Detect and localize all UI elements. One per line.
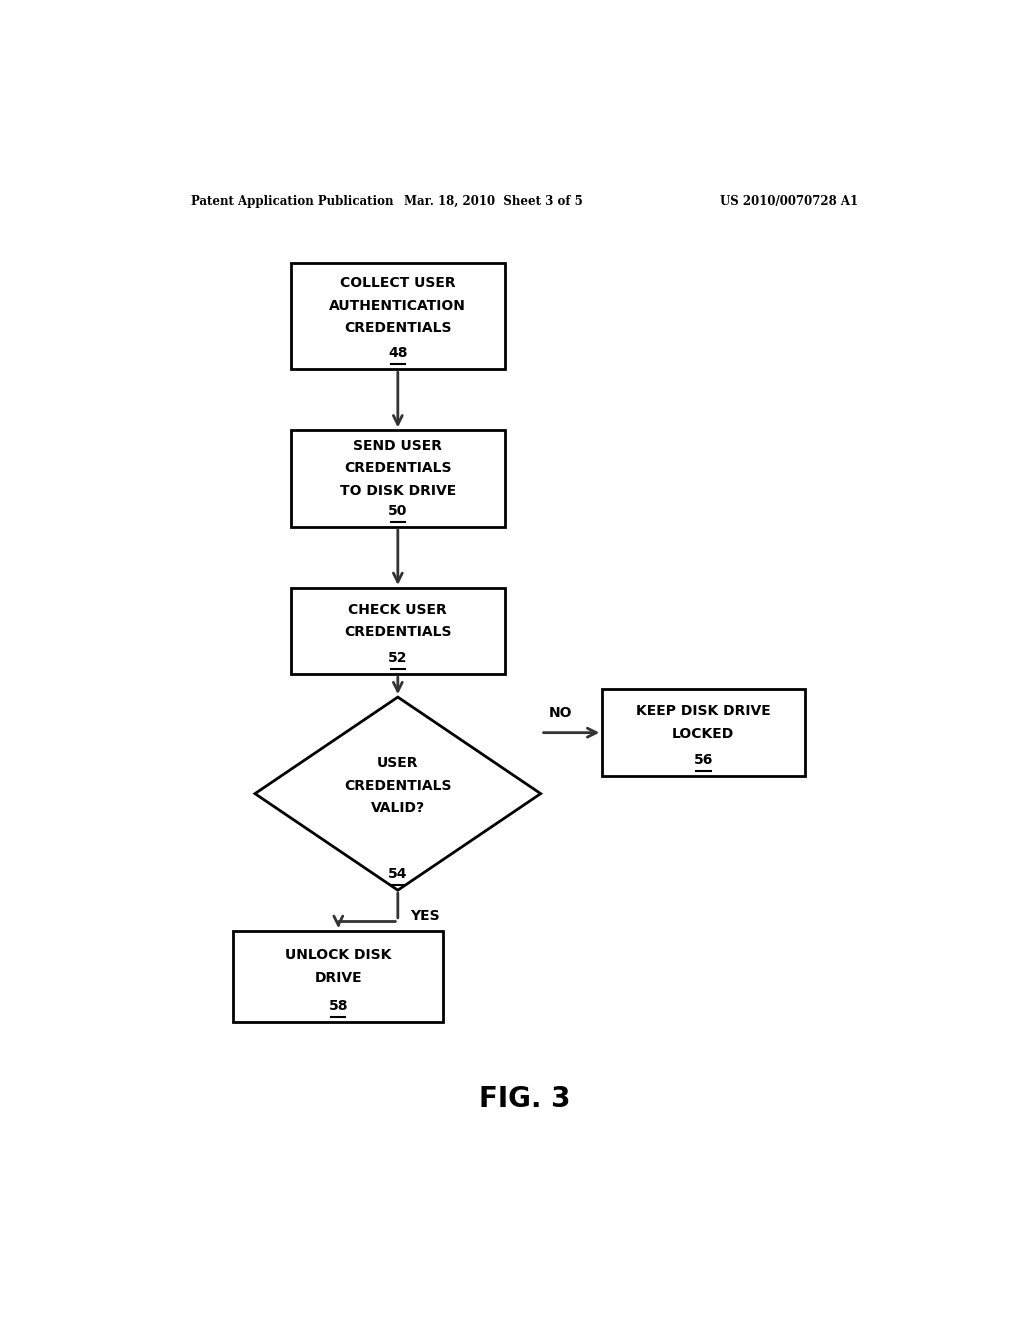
- Text: FIG. 3: FIG. 3: [479, 1085, 570, 1113]
- Text: KEEP DISK DRIVE: KEEP DISK DRIVE: [636, 705, 771, 718]
- Text: SEND USER: SEND USER: [353, 440, 442, 453]
- Text: YES: YES: [410, 908, 439, 923]
- Text: 56: 56: [693, 752, 713, 767]
- Polygon shape: [255, 697, 541, 890]
- Text: 52: 52: [388, 651, 408, 665]
- Text: UNLOCK DISK: UNLOCK DISK: [285, 948, 391, 962]
- Text: USER: USER: [377, 756, 419, 770]
- Text: 48: 48: [388, 346, 408, 360]
- Text: US 2010/0070728 A1: US 2010/0070728 A1: [720, 194, 858, 207]
- Text: 54: 54: [388, 867, 408, 880]
- Text: CHECK USER: CHECK USER: [348, 603, 447, 616]
- Text: VALID?: VALID?: [371, 801, 425, 814]
- Text: NO: NO: [549, 706, 572, 721]
- Text: CREDENTIALS: CREDENTIALS: [344, 462, 452, 475]
- Text: 58: 58: [329, 999, 348, 1014]
- Text: 50: 50: [388, 504, 408, 517]
- Bar: [233, 931, 443, 1022]
- Text: DRIVE: DRIVE: [314, 970, 362, 985]
- Text: CREDENTIALS: CREDENTIALS: [344, 321, 452, 335]
- Bar: [602, 689, 805, 776]
- Text: AUTHENTICATION: AUTHENTICATION: [330, 298, 466, 313]
- Text: CREDENTIALS: CREDENTIALS: [344, 779, 452, 792]
- Text: LOCKED: LOCKED: [672, 727, 734, 741]
- Bar: [291, 430, 505, 527]
- Text: COLLECT USER: COLLECT USER: [340, 276, 456, 290]
- Bar: [291, 263, 505, 370]
- Text: Mar. 18, 2010  Sheet 3 of 5: Mar. 18, 2010 Sheet 3 of 5: [403, 194, 583, 207]
- Bar: [291, 587, 505, 675]
- Text: TO DISK DRIVE: TO DISK DRIVE: [340, 483, 456, 498]
- Text: Patent Application Publication: Patent Application Publication: [191, 194, 394, 207]
- Text: CREDENTIALS: CREDENTIALS: [344, 626, 452, 639]
